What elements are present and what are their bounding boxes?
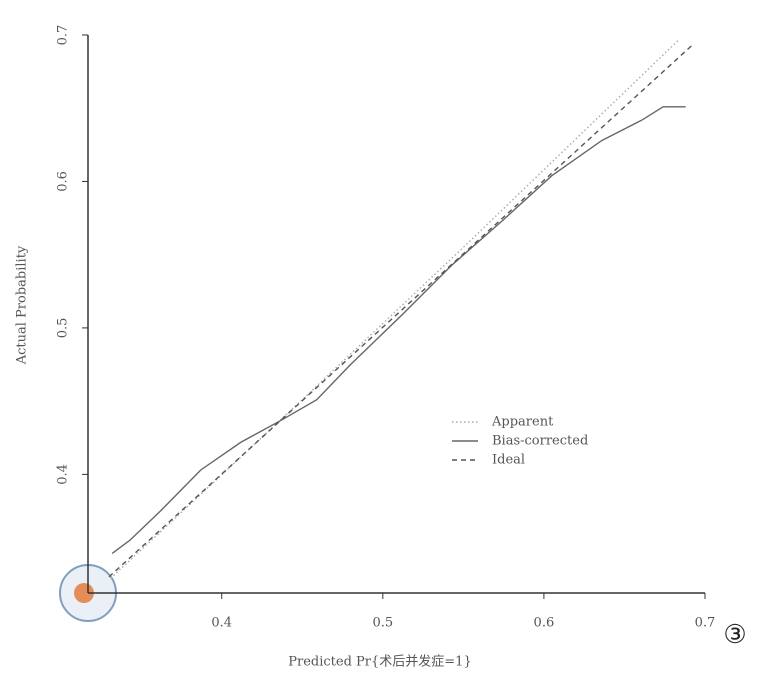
x-tick-label: 0.6 xyxy=(534,616,555,631)
y-tick-label: 0.5 xyxy=(56,318,71,339)
series-line xyxy=(110,38,680,579)
legend-label: Ideal xyxy=(492,453,525,468)
y-tick-label: 0.7 xyxy=(56,25,71,46)
annotation: ③ xyxy=(723,620,746,650)
y-tick-label: 0.6 xyxy=(56,171,71,192)
series-line xyxy=(108,44,693,578)
x-tick-label: 0.5 xyxy=(372,616,393,631)
legend-label: Apparent xyxy=(491,415,554,430)
y-axis-label: Actual Probability xyxy=(15,245,30,365)
x-axis-label: Predicted Pr{术后并发症=1} xyxy=(288,654,471,670)
y-tick-label: 0.4 xyxy=(56,464,71,485)
legend-label: Bias-corrected xyxy=(492,434,588,449)
series-line xyxy=(111,106,686,555)
x-tick-label: 0.4 xyxy=(211,616,232,631)
x-tick-label: 0.7 xyxy=(695,616,716,631)
